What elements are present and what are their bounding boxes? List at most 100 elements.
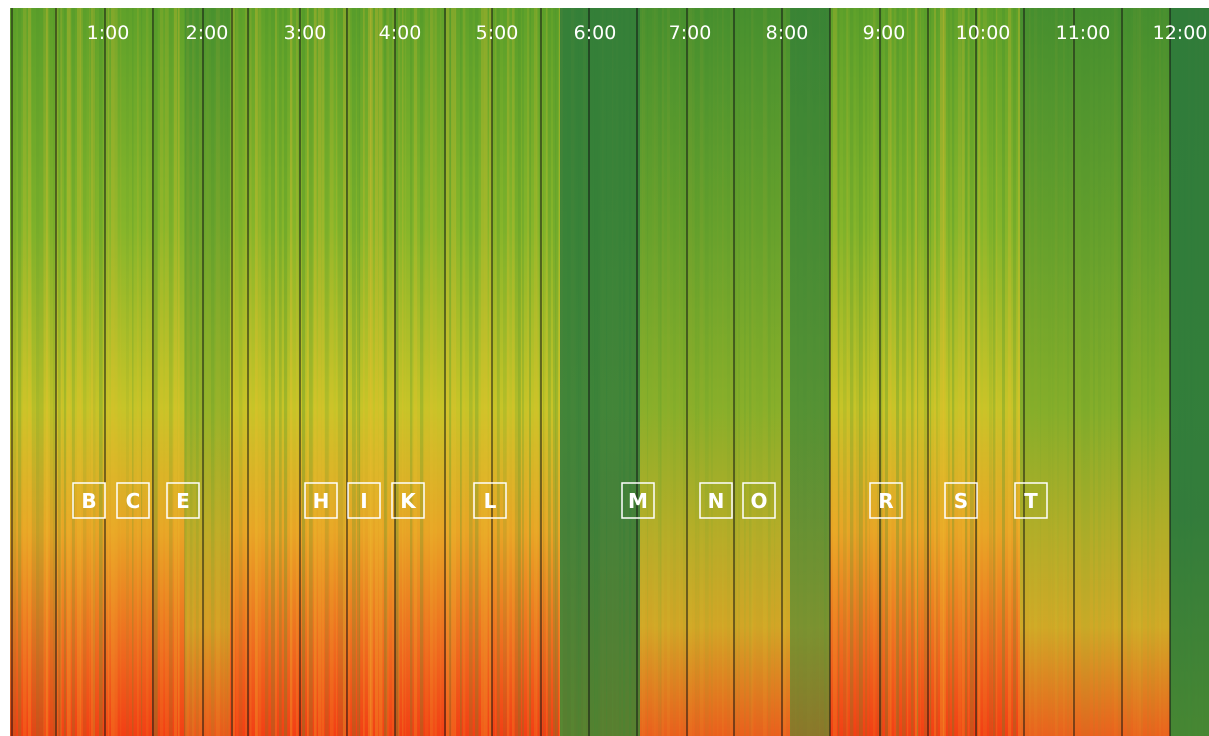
stripe bbox=[126, 8, 129, 736]
stripe bbox=[309, 8, 313, 736]
stripe bbox=[877, 8, 879, 736]
stripe bbox=[952, 8, 955, 736]
marker-label: O bbox=[750, 489, 767, 513]
stripe bbox=[359, 8, 361, 736]
stripe bbox=[55, 8, 59, 736]
stripe bbox=[539, 8, 541, 736]
marker-label: H bbox=[313, 489, 330, 513]
stripe bbox=[392, 8, 396, 736]
stripe bbox=[290, 8, 293, 736]
stripe bbox=[451, 8, 455, 736]
stripe bbox=[64, 8, 66, 736]
stripe bbox=[943, 8, 946, 736]
time-label: 6:00 bbox=[574, 22, 617, 44]
stripe bbox=[838, 8, 840, 736]
stripe bbox=[546, 8, 548, 736]
stripe bbox=[46, 8, 49, 736]
stripe bbox=[859, 8, 863, 736]
stripe bbox=[325, 8, 329, 736]
stripe bbox=[948, 8, 950, 736]
stripe bbox=[846, 8, 849, 736]
stripe bbox=[120, 8, 122, 736]
time-labels: 1:00 2:00 3:00 4:00 5:00 6:00 7:00 8:00 9:00 10:0… bbox=[87, 22, 1208, 44]
stripe bbox=[146, 8, 149, 736]
marker-box bbox=[1014, 482, 1048, 519]
stripe bbox=[879, 8, 883, 736]
stripe bbox=[314, 8, 317, 736]
stripe bbox=[440, 8, 442, 736]
quiet-zone bbox=[1020, 8, 1170, 736]
stripe bbox=[536, 8, 538, 736]
stripe bbox=[449, 8, 452, 736]
stripe bbox=[165, 8, 169, 736]
stripe bbox=[40, 8, 44, 736]
stripe bbox=[255, 8, 258, 736]
stripe bbox=[507, 8, 510, 736]
stripe bbox=[435, 8, 438, 736]
stripe bbox=[154, 8, 158, 736]
stripe bbox=[958, 8, 962, 736]
stripe bbox=[534, 8, 537, 736]
stripe bbox=[83, 8, 87, 736]
stripe bbox=[993, 8, 996, 736]
stripe bbox=[265, 8, 269, 736]
stripe bbox=[548, 8, 551, 736]
stripe bbox=[940, 8, 944, 736]
marker-box bbox=[391, 482, 425, 519]
stripe bbox=[271, 8, 275, 736]
time-label: 3:00 bbox=[284, 22, 327, 44]
stripe bbox=[357, 8, 361, 736]
stripe bbox=[962, 8, 965, 736]
stripe bbox=[856, 8, 860, 736]
marker-box bbox=[944, 482, 978, 519]
stripe bbox=[930, 8, 932, 736]
stripe bbox=[275, 8, 278, 736]
marker-label: T bbox=[1024, 489, 1038, 513]
time-label: 11:00 bbox=[1056, 22, 1111, 44]
stripe bbox=[543, 8, 545, 736]
stripe bbox=[936, 8, 938, 736]
marker-box bbox=[347, 482, 381, 519]
stripe bbox=[920, 8, 922, 736]
stripe bbox=[976, 8, 978, 736]
separators bbox=[11, 8, 1171, 736]
marker-label: E bbox=[176, 489, 190, 513]
marker-label: N bbox=[708, 489, 725, 513]
stripe bbox=[410, 8, 413, 736]
marker-box bbox=[116, 482, 150, 519]
stripe bbox=[455, 8, 457, 736]
time-label: 1:00 bbox=[87, 22, 130, 44]
stripe bbox=[430, 8, 433, 736]
stripe bbox=[379, 8, 383, 736]
stripe bbox=[347, 8, 351, 736]
stripe bbox=[302, 8, 306, 736]
stripe bbox=[341, 8, 345, 736]
time-label: 7:00 bbox=[669, 22, 712, 44]
stripe bbox=[105, 8, 109, 736]
stripe bbox=[93, 8, 96, 736]
stripe bbox=[888, 8, 892, 736]
stripe bbox=[463, 8, 466, 736]
stripe bbox=[865, 8, 868, 736]
stripe bbox=[250, 8, 252, 736]
stripe bbox=[446, 8, 450, 736]
marker-label: I bbox=[360, 489, 367, 513]
stripe bbox=[902, 8, 906, 736]
stripe bbox=[873, 8, 876, 736]
stripe bbox=[279, 8, 282, 736]
stripe bbox=[50, 8, 54, 736]
stripe bbox=[111, 8, 115, 736]
stripe bbox=[36, 8, 40, 736]
stripe bbox=[512, 8, 515, 736]
stripe bbox=[28, 8, 32, 736]
stripe bbox=[1008, 8, 1012, 736]
stripe bbox=[555, 8, 558, 736]
stripe bbox=[370, 8, 374, 736]
stripe bbox=[322, 8, 325, 736]
stripe bbox=[495, 8, 497, 736]
stripe bbox=[527, 8, 530, 736]
time-label: 4:00 bbox=[379, 22, 422, 44]
stripe bbox=[896, 8, 900, 736]
stripe bbox=[239, 8, 243, 736]
